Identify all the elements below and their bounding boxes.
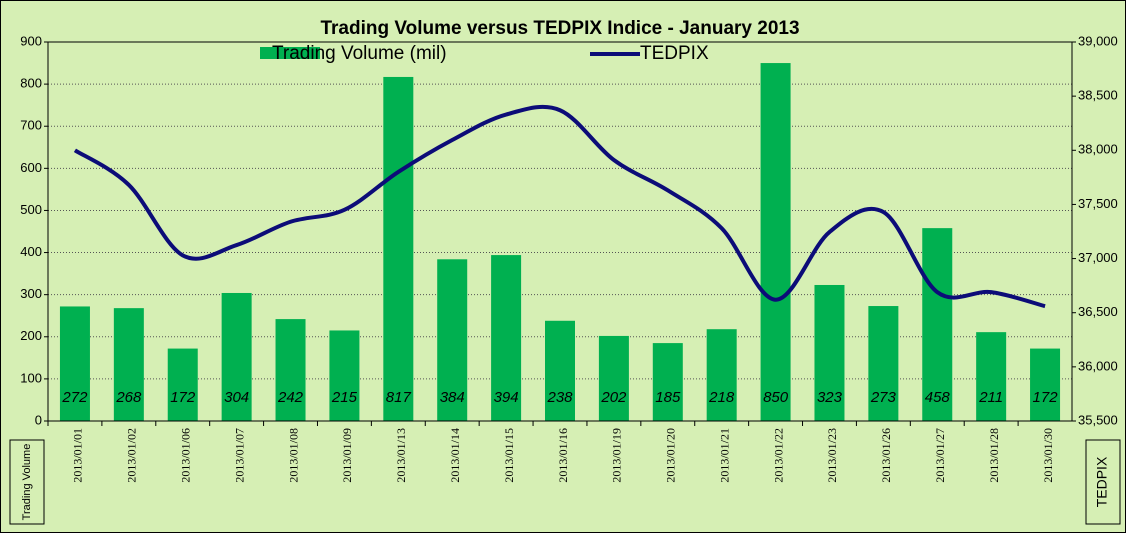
value-label: 172	[1033, 389, 1059, 406]
x-tick-label: 2013/01/15	[502, 428, 516, 483]
chart-title: Trading Volume versus TEDPIX Indice - Ja…	[320, 18, 799, 39]
x-tick-label: 2013/01/21	[717, 428, 731, 483]
y-tick-label: 700	[20, 118, 42, 133]
y2-tick-label: 38,500	[1078, 88, 1118, 103]
value-label: 304	[224, 389, 249, 406]
y-tick-label: 800	[20, 76, 42, 91]
y-axis-title: Trading Volume	[21, 444, 33, 521]
y2-tick-label: 37,000	[1078, 250, 1118, 265]
x-tick-label: 2013/01/19	[610, 428, 624, 483]
bar	[1030, 348, 1061, 421]
value-label: 218	[708, 389, 735, 406]
y-tick-label: 500	[20, 202, 42, 217]
y2-tick-label: 37,500	[1078, 196, 1118, 211]
bar	[868, 306, 899, 421]
legend-swatch	[260, 47, 320, 59]
y-tick-label: 300	[20, 286, 42, 301]
y2-tick-label: 35,500	[1078, 412, 1118, 427]
bar	[491, 255, 522, 421]
bar	[652, 343, 683, 421]
y-tick-label: 100	[20, 370, 42, 385]
value-label: 273	[870, 389, 897, 406]
y2-tick-label: 36,000	[1078, 358, 1118, 373]
bar	[706, 329, 737, 421]
bar	[329, 330, 360, 421]
x-tick-label: 2013/01/08	[286, 428, 300, 483]
bar	[113, 308, 144, 421]
value-label: 323	[817, 389, 843, 406]
x-tick-label: 2013/01/01	[71, 428, 85, 483]
bar	[59, 306, 90, 421]
value-label: 202	[600, 389, 627, 406]
x-tick-label: 2013/01/14	[448, 428, 462, 483]
value-label: 272	[61, 389, 88, 406]
value-label: 850	[763, 389, 789, 406]
bar	[167, 348, 198, 421]
value-label: 185	[655, 389, 681, 406]
bar	[598, 335, 629, 421]
x-tick-label: 2013/01/13	[394, 428, 408, 483]
value-label: 242	[277, 389, 304, 406]
value-label: 458	[925, 389, 951, 406]
x-tick-label: 2013/01/30	[1041, 428, 1055, 483]
value-label: 817	[386, 389, 412, 406]
bar	[814, 284, 845, 421]
y2-axis-title: TEDPIX	[1094, 456, 1110, 507]
x-tick-label: 2013/01/20	[664, 428, 678, 483]
value-label: 211	[978, 389, 1003, 406]
y-label-box	[9, 439, 45, 525]
value-label: 394	[494, 389, 519, 406]
x-tick-label: 2013/01/23	[825, 428, 839, 483]
x-tick-label: 2013/01/09	[340, 428, 354, 483]
bar	[922, 228, 953, 421]
x-tick-label: 2013/01/22	[771, 428, 785, 483]
value-label: 384	[440, 389, 465, 406]
x-tick-label: 2013/01/07	[232, 428, 246, 483]
x-tick-label: 2013/01/28	[987, 428, 1001, 483]
bar	[545, 320, 575, 421]
legend-label: TEDPIX	[640, 43, 709, 64]
bar	[437, 259, 468, 421]
y-tick-label: 600	[20, 160, 42, 175]
y2-tick-label: 39,000	[1078, 33, 1118, 48]
value-label: 215	[331, 389, 358, 406]
bar	[976, 332, 1007, 421]
bar	[221, 292, 252, 421]
value-label: 238	[546, 389, 573, 406]
x-tick-label: 2013/01/02	[125, 428, 139, 483]
value-label: 268	[115, 389, 142, 406]
y-tick-label: 900	[20, 33, 42, 48]
x-tick-label: 2013/01/26	[879, 428, 893, 483]
bar	[383, 76, 414, 422]
y-tick-label: 400	[20, 244, 42, 259]
x-tick-label: 2013/01/16	[556, 428, 570, 483]
legend-label: Trading Volume (mil)	[272, 43, 447, 64]
line	[73, 104, 1046, 309]
bar	[760, 63, 791, 422]
value-label: 172	[170, 389, 196, 406]
y-tick-label: 200	[20, 328, 42, 343]
x-tick-label: 2013/01/06	[178, 428, 192, 483]
y-tick-label: 0	[35, 412, 42, 427]
y2-label-box	[1085, 439, 1121, 525]
x-tick-label: 2013/01/27	[933, 428, 947, 483]
bar	[275, 319, 306, 421]
y2-tick-label: 38,000	[1078, 142, 1118, 157]
y2-tick-label: 36,500	[1078, 304, 1118, 319]
